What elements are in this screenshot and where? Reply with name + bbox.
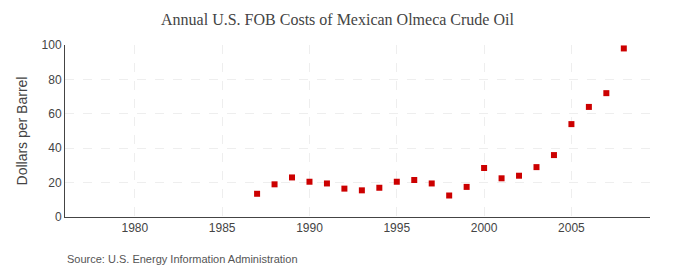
svg-text:1995: 1995	[383, 221, 410, 235]
svg-text:40: 40	[48, 141, 62, 155]
svg-text:1990: 1990	[296, 221, 323, 235]
svg-text:Annual U.S. FOB Costs of Mexic: Annual U.S. FOB Costs of Mexican Olmeca …	[161, 11, 514, 28]
svg-text:Source: U.S. Energy Informatio: Source: U.S. Energy Information Administ…	[67, 253, 298, 265]
svg-text:1980: 1980	[121, 221, 148, 235]
svg-text:Dollars per Barrel: Dollars per Barrel	[14, 77, 30, 186]
svg-text:2000: 2000	[471, 221, 498, 235]
svg-text:100: 100	[42, 38, 62, 52]
svg-text:20: 20	[48, 176, 62, 190]
svg-text:2005: 2005	[558, 221, 585, 235]
svg-text:80: 80	[48, 73, 62, 87]
svg-text:1985: 1985	[209, 221, 236, 235]
svg-text:0: 0	[55, 210, 62, 224]
svg-text:60: 60	[48, 107, 62, 121]
